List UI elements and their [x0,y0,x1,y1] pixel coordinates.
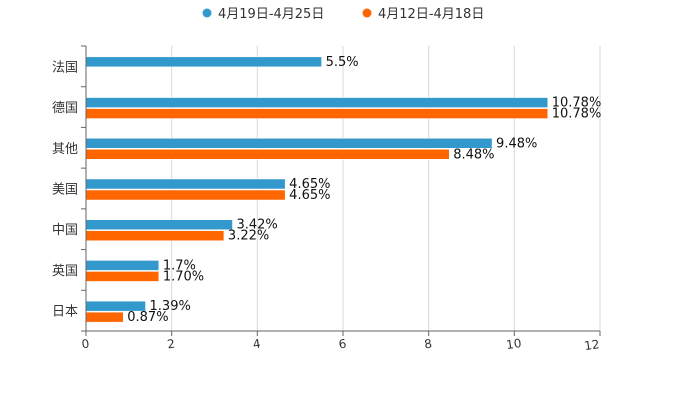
data-label-series-2: 10.78% [552,107,602,122]
x-tick-label: 4 [252,337,262,352]
x-tick-label: 2 [166,337,176,352]
data-label-series-1: 1.7% [163,258,196,273]
data-label-series-2: 4.65% [289,188,330,203]
bar-series-1-法国[interactable] [85,56,322,68]
data-label-series-1: 9.48% [496,136,537,151]
data-label-series-1: 4.65% [289,177,330,192]
bar-series-1-中国[interactable] [85,219,233,230]
category-label: 德国 [52,101,78,116]
category-label: 英国 [52,264,78,279]
data-label-series-1: 1.39% [150,299,191,314]
legend-marker-1[interactable] [202,8,212,18]
category-label: 日本 [52,305,78,320]
data-label-series-2: 0.87% [127,310,168,325]
x-tick-label: 8 [423,337,433,352]
legend-marker-2[interactable] [362,8,372,18]
bar-series-2-其他[interactable] [85,149,450,160]
bar-series-2-德国[interactable] [85,108,548,119]
category-label: 其他 [52,142,78,157]
bar-series-1-美国[interactable] [85,178,286,190]
x-tick-label: 12 [583,337,600,353]
data-label-series-1: 3.42% [236,218,277,233]
category-label: 中国 [52,223,78,238]
bar-series-2-美国[interactable] [85,189,286,201]
grid-lines [171,46,601,331]
legend-label-2[interactable]: 4月12日-4月18日 [378,7,484,22]
data-label-series-1: 10.78% [552,96,602,111]
bar-series-2-中国[interactable] [85,230,225,241]
legend: 4月19日-4月25日 4月12日-4月18日 [202,7,484,22]
data-label-series-1: 5.5% [326,55,359,70]
data-label-series-2: 3.22% [228,229,269,244]
bars [85,56,548,323]
bar-series-1-英国[interactable] [85,260,160,271]
bar-series-2-英国[interactable] [85,271,160,282]
x-tick-label: 6 [338,337,348,352]
legend-label-1[interactable]: 4月19日-4月25日 [218,7,324,22]
bar-series-2-日本[interactable] [85,311,124,323]
data-label-series-2: 1.70% [163,269,204,284]
bar-series-1-德国[interactable] [85,97,548,108]
category-label: 法国 [52,60,78,75]
data-labels: 5.5% 10.78%10.78% 9.48%8.48% 4.65%4.65% 3.42… [127,55,601,325]
x-tick-label: 0 [81,337,91,352]
category-label: 美国 [52,183,78,198]
x-tick-label: 10 [505,336,522,352]
bar-series-1-其他[interactable] [85,138,493,149]
data-label-series-2: 8.48% [453,147,494,162]
